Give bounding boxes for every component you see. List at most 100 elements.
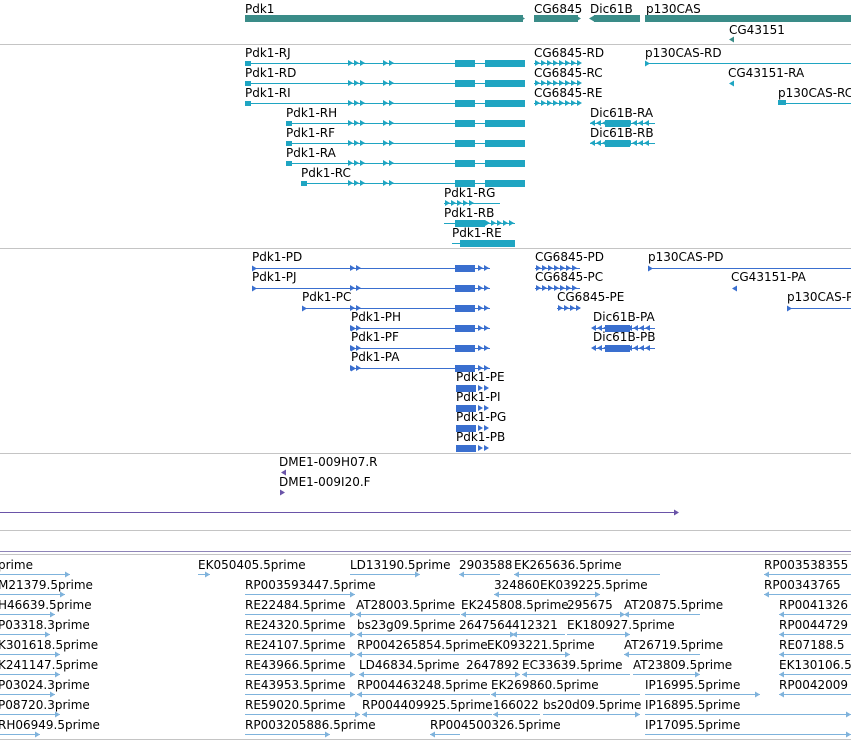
strand-arrow[interactable] bbox=[560, 285, 565, 291]
strand-arrow[interactable] bbox=[597, 345, 602, 351]
strand-arrow[interactable] bbox=[356, 265, 361, 271]
exon[interactable] bbox=[605, 325, 630, 332]
strand-arrow[interactable] bbox=[541, 100, 546, 106]
exon[interactable] bbox=[455, 220, 485, 227]
strand-arrow[interactable] bbox=[779, 671, 784, 678]
est-label[interactable]: EK039225.5prime bbox=[540, 578, 648, 592]
strand-arrow[interactable] bbox=[565, 651, 570, 658]
transcript-label[interactable]: CG6845-RD bbox=[534, 46, 605, 60]
strand-arrow[interactable] bbox=[478, 265, 483, 271]
est-label[interactable]: 412321 bbox=[512, 618, 558, 632]
strand-arrow[interactable] bbox=[354, 140, 359, 146]
est-label[interactable]: 295675 bbox=[567, 598, 613, 612]
exon[interactable] bbox=[485, 80, 525, 87]
strand-arrow[interactable] bbox=[484, 265, 489, 271]
exon[interactable] bbox=[455, 365, 475, 372]
est-label[interactable]: RE43953.5prime bbox=[245, 678, 346, 692]
strand-arrow[interactable] bbox=[389, 160, 394, 166]
exon[interactable] bbox=[455, 345, 475, 352]
strand-arrow[interactable] bbox=[644, 120, 649, 126]
strand-arrow[interactable] bbox=[350, 671, 355, 678]
strand-arrow[interactable] bbox=[354, 180, 359, 186]
strand-arrow[interactable] bbox=[383, 100, 388, 106]
est-label[interactable]: AT26719.5prime bbox=[624, 638, 724, 652]
strand-arrow[interactable] bbox=[45, 631, 50, 638]
strand-arrow[interactable] bbox=[547, 60, 552, 66]
est-label[interactable]: EK265636.5prime bbox=[514, 558, 622, 572]
strand-arrow[interactable] bbox=[514, 571, 519, 578]
strand-arrow[interactable] bbox=[360, 120, 365, 126]
strand-arrow[interactable] bbox=[566, 285, 571, 291]
strand-arrow[interactable] bbox=[520, 15, 525, 22]
strand-arrow[interactable] bbox=[350, 285, 355, 291]
est-label[interactable]: EK093221.5prime bbox=[487, 638, 595, 652]
est-label[interactable]: 2647892 bbox=[466, 658, 520, 672]
strand-arrow[interactable] bbox=[360, 180, 365, 186]
protein-label[interactable]: Dic61B-PB bbox=[593, 330, 656, 344]
strand-arrow[interactable] bbox=[547, 80, 552, 86]
strand-arrow[interactable] bbox=[360, 140, 365, 146]
strand-arrow[interactable] bbox=[50, 691, 55, 698]
transcript-label[interactable]: Pdk1-RD bbox=[245, 66, 297, 80]
strand-arrow[interactable] bbox=[633, 345, 638, 351]
est-label[interactable]: RP004500326.5prime bbox=[430, 718, 561, 732]
strand-arrow[interactable] bbox=[547, 100, 552, 106]
strand-arrow[interactable] bbox=[354, 80, 359, 86]
strand-arrow[interactable] bbox=[484, 325, 489, 331]
strand-arrow[interactable] bbox=[348, 160, 353, 166]
strand-arrow[interactable] bbox=[478, 285, 483, 291]
transcript-label[interactable]: p130CAS-RD bbox=[645, 46, 722, 60]
gene-label[interactable]: CG43151 bbox=[729, 23, 785, 37]
est-label[interactable]: RE22484.5prime bbox=[245, 598, 346, 612]
strand-arrow[interactable] bbox=[635, 711, 640, 718]
strand-arrow[interactable] bbox=[357, 631, 362, 638]
est-label[interactable]: LD46834.5prime bbox=[359, 658, 460, 672]
strand-arrow[interactable] bbox=[625, 631, 630, 638]
strand-arrow[interactable] bbox=[478, 365, 483, 371]
transcript-label[interactable]: Pdk1-RH bbox=[286, 106, 338, 120]
strand-arrow[interactable] bbox=[355, 711, 360, 718]
strand-arrow[interactable] bbox=[570, 305, 575, 311]
transcript-label[interactable]: Pdk1-RA bbox=[286, 146, 336, 160]
strand-arrow[interactable] bbox=[350, 325, 355, 331]
strand-arrow[interactable] bbox=[55, 671, 60, 678]
strand-arrow[interactable] bbox=[846, 711, 851, 718]
strand-arrow[interactable] bbox=[512, 631, 517, 638]
est-label[interactable]: EK050405.5prime bbox=[198, 558, 306, 572]
transcript-label[interactable]: p130CAS-RC bbox=[778, 86, 851, 100]
exon[interactable] bbox=[485, 160, 525, 167]
strand-arrow[interactable] bbox=[572, 285, 577, 291]
strand-arrow[interactable] bbox=[205, 571, 210, 578]
strand-arrow[interactable] bbox=[354, 120, 359, 126]
strand-arrow[interactable] bbox=[356, 345, 361, 351]
protein-label[interactable]: Pdk1-PE bbox=[456, 370, 505, 384]
transcript-label[interactable]: Dic61B-RB bbox=[590, 126, 654, 140]
strand-arrow[interactable] bbox=[360, 100, 365, 106]
strand-arrow[interactable] bbox=[389, 180, 394, 186]
strand-arrow[interactable] bbox=[779, 651, 784, 658]
exon[interactable] bbox=[245, 81, 251, 86]
strand-arrow[interactable] bbox=[755, 691, 760, 698]
transcript-label[interactable]: Pdk1-RI bbox=[245, 86, 291, 100]
strand-arrow[interactable] bbox=[632, 140, 637, 146]
gene-label[interactable]: p130CAS bbox=[646, 2, 701, 16]
strand-arrow[interactable] bbox=[348, 60, 353, 66]
est-label[interactable]: EK269860.5prime bbox=[491, 678, 599, 692]
strand-arrow[interactable] bbox=[350, 265, 355, 271]
gene-bar[interactable] bbox=[245, 15, 523, 22]
strand-arrow[interactable] bbox=[383, 60, 388, 66]
strand-arrow[interactable] bbox=[595, 591, 600, 598]
gene-label[interactable]: Dic61B bbox=[590, 2, 633, 16]
strand-arrow[interactable] bbox=[354, 60, 359, 66]
exon[interactable] bbox=[456, 425, 476, 432]
strand-arrow[interactable] bbox=[548, 265, 553, 271]
strand-arrow[interactable] bbox=[348, 100, 353, 106]
clone-label[interactable]: DME1-009I20.F bbox=[279, 475, 371, 489]
strand-arrow[interactable] bbox=[503, 220, 508, 226]
est-label[interactable]: P03024.3prime bbox=[0, 678, 90, 692]
est-label[interactable]: RP0041326 bbox=[779, 598, 849, 612]
strand-arrow[interactable] bbox=[571, 80, 576, 86]
strand-arrow[interactable] bbox=[590, 140, 595, 146]
strand-arrow[interactable] bbox=[565, 80, 570, 86]
transcript-label[interactable]: Pdk1-RG bbox=[444, 186, 496, 200]
